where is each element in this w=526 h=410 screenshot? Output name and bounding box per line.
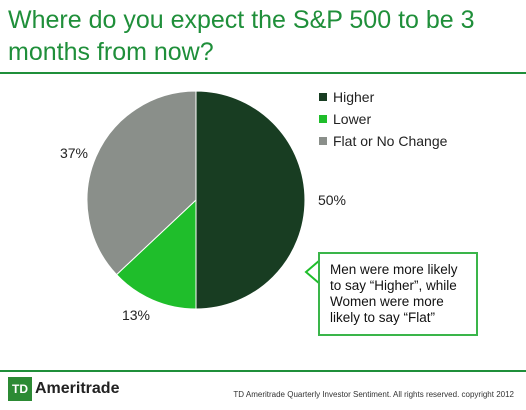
legend-swatch-lower — [319, 115, 327, 123]
legend-item-flat: Flat or No Change — [319, 130, 447, 152]
logo-text: Ameritrade — [35, 380, 120, 397]
logo-mark: TD — [8, 377, 32, 401]
td-ameritrade-logo: TD Ameritrade — [8, 377, 119, 401]
pie-slice-lower — [115, 198, 197, 310]
pie-label-flat: 37% — [60, 145, 88, 161]
legend: Higher Lower Flat or No Change — [319, 86, 447, 152]
header-rule — [0, 72, 526, 74]
pie-slice-flat — [86, 90, 197, 276]
legend-swatch-higher — [319, 93, 327, 101]
legend-label-higher: Higher — [333, 89, 375, 105]
footer-rule — [0, 370, 526, 372]
callout-box: Men were more likely to say “Higher”, wh… — [318, 252, 478, 336]
pie-label-lower: 13% — [122, 307, 150, 323]
footer-note: TD Ameritrade Quarterly Investor Sentime… — [233, 390, 514, 399]
chart-title: Where do you expect the S&P 500 to be 3 … — [8, 6, 475, 66]
legend-item-higher: Higher — [319, 86, 447, 108]
pie-slice-higher — [195, 90, 306, 310]
legend-label-lower: Lower — [333, 111, 372, 127]
legend-label-flat: Flat or No Change — [333, 133, 448, 149]
legend-item-lower: Lower — [319, 108, 447, 130]
legend-swatch-flat — [319, 137, 327, 145]
pie-label-higher: 50% — [318, 192, 346, 208]
